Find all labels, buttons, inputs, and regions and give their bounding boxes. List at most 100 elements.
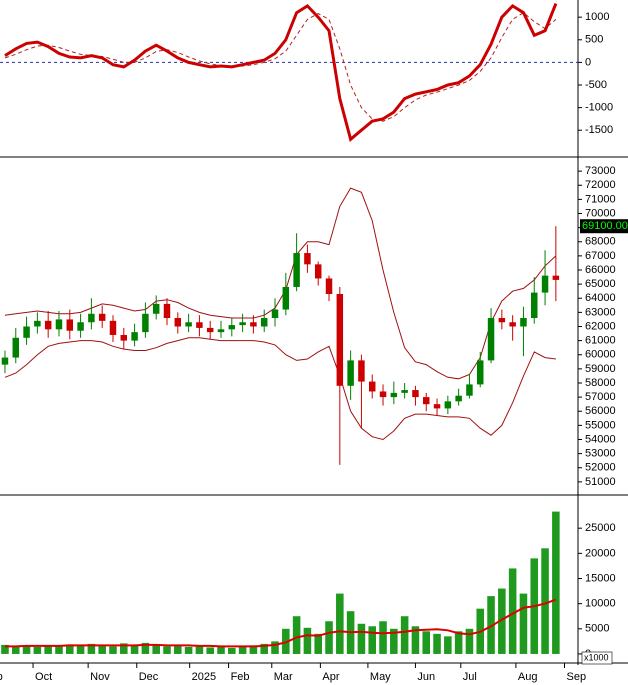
volume-bar <box>314 633 322 654</box>
volume-bar <box>552 511 560 654</box>
candle-body <box>77 322 84 331</box>
y-tick-label: 66000 <box>585 264 616 276</box>
volume-bar <box>206 647 214 654</box>
candle-body <box>368 381 376 392</box>
volume-bar <box>357 623 366 654</box>
volume-bar <box>76 645 85 654</box>
candle-body <box>174 318 182 327</box>
candle-body <box>336 294 344 386</box>
unit-box <box>581 651 613 665</box>
volume-bar <box>400 616 409 654</box>
candle-body <box>304 253 311 265</box>
candle-body <box>250 322 257 327</box>
y-tick-label: 67000 <box>585 250 616 262</box>
candle-body <box>152 303 160 314</box>
y-tick-label: 59000 <box>585 363 616 375</box>
volume-bar <box>444 636 452 654</box>
volume-bar <box>541 548 549 654</box>
y-tick-label: 51000 <box>585 476 616 488</box>
y-tick-label: 52000 <box>585 462 616 474</box>
x-tick-label: Sep <box>566 671 586 683</box>
volume-bar <box>271 641 279 654</box>
candle-body <box>466 384 473 396</box>
y-tick-label: 57000 <box>585 391 616 403</box>
volume-bar <box>260 643 268 654</box>
y-tick-label: -500 <box>585 79 607 91</box>
volume-bar <box>422 631 431 654</box>
candle-body <box>412 390 419 398</box>
volume-bar <box>87 643 96 654</box>
y-tick-label: 61000 <box>585 335 616 347</box>
x-tick-label: Jun <box>417 671 435 683</box>
candle-body <box>433 404 441 409</box>
candle-body <box>44 320 52 330</box>
volume-bar <box>292 616 301 654</box>
candle-body <box>541 275 549 293</box>
y-tick-label: 15000 <box>585 572 616 584</box>
y-tick-label: 53000 <box>585 448 616 460</box>
volume-bar <box>487 596 495 654</box>
candle-body <box>23 326 30 338</box>
x-tick-label: Feb <box>231 671 250 683</box>
y-tick-label: 58000 <box>585 377 616 389</box>
candle-body <box>422 397 430 405</box>
x-tick-label: Mar <box>274 671 293 683</box>
volume-bar <box>130 645 139 654</box>
candle-body <box>196 322 203 328</box>
candle-body <box>98 313 106 321</box>
last-price-label: 69100.00 <box>582 220 628 232</box>
candle-body <box>552 275 560 280</box>
candle-body <box>109 320 117 335</box>
y-tick-label: 20000 <box>585 547 616 559</box>
candle-body <box>531 292 538 319</box>
volume-bar <box>98 645 106 654</box>
y-tick-label: 54000 <box>585 433 616 445</box>
candle-body <box>325 278 333 295</box>
candle-body <box>358 360 365 382</box>
candle-body <box>34 320 41 327</box>
candle-body <box>239 322 246 326</box>
lower-band <box>4 337 556 441</box>
volume-bar <box>217 646 225 654</box>
volume-bar <box>44 645 52 654</box>
volume-bar <box>33 646 42 654</box>
volume-bar <box>249 645 258 654</box>
candle-body <box>520 318 527 327</box>
volume-bar <box>498 588 506 654</box>
x-tick-label: Dec <box>139 671 159 683</box>
candle-body <box>66 319 74 331</box>
volume-bar <box>325 621 333 654</box>
volume-bar <box>508 568 517 654</box>
candle-body <box>379 391 387 398</box>
candle-body <box>282 286 290 310</box>
candle-body <box>131 332 138 341</box>
volume-bar <box>519 593 528 654</box>
volume-bar <box>195 645 204 654</box>
x-tick-label: Sep <box>0 671 3 683</box>
candle-body <box>455 395 462 402</box>
candle-body <box>314 264 322 279</box>
y-tick-label: 5000 <box>585 623 609 635</box>
candle-body <box>401 390 408 393</box>
candle-body <box>206 327 214 333</box>
x-tick-label: Aug <box>518 671 538 683</box>
candle-body <box>120 334 128 341</box>
y-tick-label: 10000 <box>585 598 616 610</box>
candle-body <box>217 329 225 333</box>
candle-body <box>498 318 506 323</box>
y-tick-label: 68000 <box>585 236 616 248</box>
y-tick-label: 63000 <box>585 306 616 318</box>
volume-bar <box>55 646 63 654</box>
x-tick-label: 2025 <box>192 671 216 683</box>
x-tick-label: Jul <box>463 671 477 683</box>
y-tick-label: 71000 <box>585 193 616 205</box>
candle-body <box>347 360 354 386</box>
volume-bar <box>109 646 117 654</box>
volume-bar <box>184 646 193 654</box>
candle-body <box>293 253 300 287</box>
volume-bar <box>174 645 182 654</box>
upper-band <box>4 187 557 380</box>
candle-body <box>271 309 279 319</box>
volume-bar <box>368 626 377 654</box>
candle-body <box>444 401 452 409</box>
